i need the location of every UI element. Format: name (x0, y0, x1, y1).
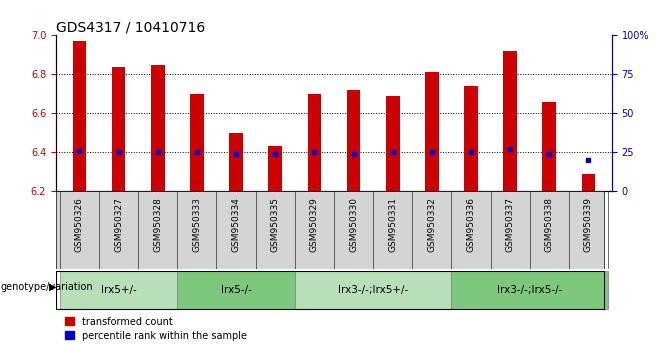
Legend: transformed count, percentile rank within the sample: transformed count, percentile rank withi… (61, 313, 251, 344)
Bar (295, 271, 451, 309)
Text: lrx3-/-;lrx5+/-: lrx3-/-;lrx5+/- (338, 285, 408, 295)
Text: GSM950330: GSM950330 (349, 198, 358, 252)
Bar (503, 51, 517, 191)
Bar (464, 86, 478, 191)
Bar (386, 96, 399, 191)
Bar (582, 173, 595, 191)
Text: GSM950338: GSM950338 (545, 198, 554, 252)
Text: GDS4317 / 10410716: GDS4317 / 10410716 (56, 20, 205, 34)
Text: GSM950335: GSM950335 (270, 198, 280, 252)
Bar (542, 102, 556, 191)
Text: GSM950332: GSM950332 (427, 198, 436, 252)
Bar (347, 90, 361, 191)
Text: GSM950333: GSM950333 (192, 198, 201, 252)
Bar (425, 72, 439, 191)
Text: lrx5-/-: lrx5-/- (220, 285, 251, 295)
Text: GSM950327: GSM950327 (114, 198, 123, 252)
Bar (151, 64, 164, 191)
Bar (112, 67, 126, 191)
Bar (177, 271, 295, 309)
Text: GSM950336: GSM950336 (467, 198, 476, 252)
Text: GSM950331: GSM950331 (388, 198, 397, 252)
Bar (268, 146, 282, 191)
Bar (451, 271, 608, 309)
Bar (60, 271, 177, 309)
Text: GSM950339: GSM950339 (584, 198, 593, 252)
Bar (72, 41, 86, 191)
Text: genotype/variation: genotype/variation (1, 282, 93, 292)
Bar (190, 94, 204, 191)
Text: GSM950337: GSM950337 (505, 198, 515, 252)
Bar (307, 94, 321, 191)
Text: GSM950334: GSM950334 (232, 198, 241, 252)
Text: GSM950328: GSM950328 (153, 198, 163, 252)
Text: lrx3-/-;lrx5-/-: lrx3-/-;lrx5-/- (497, 285, 563, 295)
Text: GSM950329: GSM950329 (310, 198, 319, 252)
Text: lrx5+/-: lrx5+/- (101, 285, 136, 295)
Text: GSM950326: GSM950326 (75, 198, 84, 252)
Text: ▶: ▶ (49, 282, 57, 292)
Bar (229, 133, 243, 191)
